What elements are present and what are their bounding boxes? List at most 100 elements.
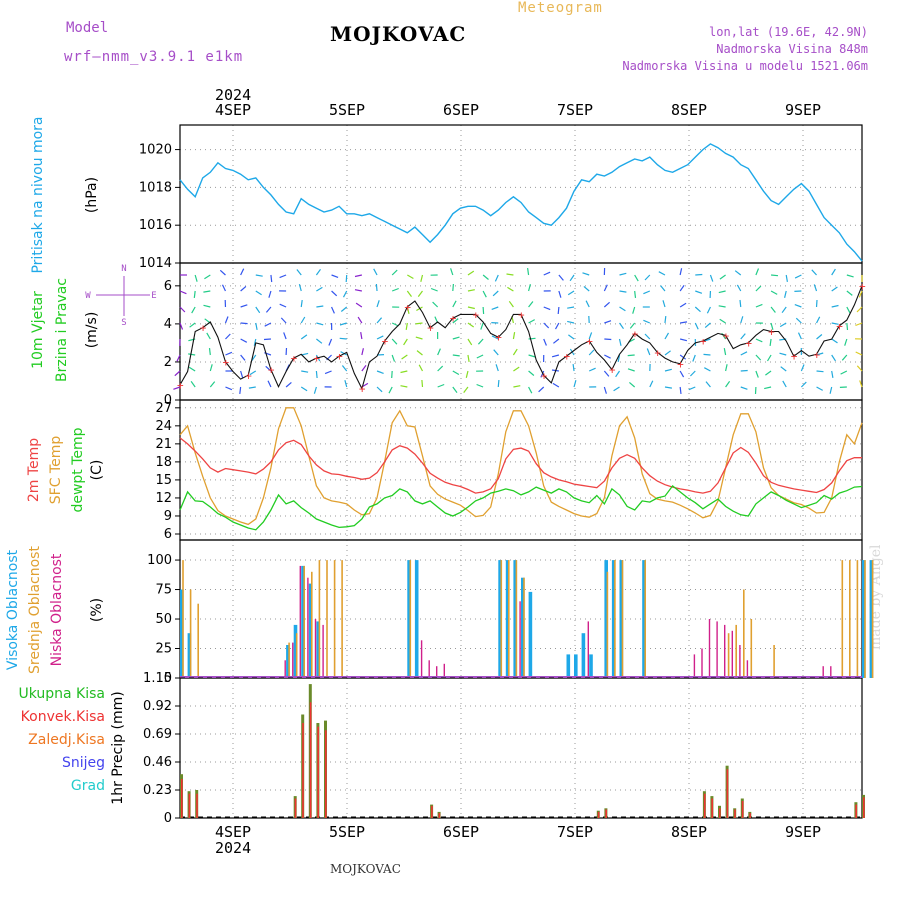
wind-arrow: [361, 348, 364, 356]
wind-arrow: [248, 386, 256, 389]
wind-arrow: [858, 290, 863, 298]
wind-arrow: [855, 322, 863, 327]
wind-gust-marker: +: [291, 352, 298, 365]
y-tick-label: 6: [164, 279, 172, 294]
wind-axis-subtitle: Brzina i Pravac: [54, 278, 70, 382]
panel-frame: [179, 677, 863, 819]
wind-arrow: [831, 354, 837, 362]
cloud-bar: [528, 591, 533, 678]
wind-arrow: [831, 304, 839, 308]
precip-conv-bar: [325, 730, 327, 818]
wind-arrow: [339, 322, 347, 326]
wind-arrow: [695, 290, 703, 294]
precip-conv-bar: [734, 809, 736, 818]
bottom-x-tick-label: 6SEP: [443, 823, 479, 841]
wind-arrow: [354, 289, 362, 292]
wind-arrow: [740, 351, 748, 356]
wind-arrow: [846, 274, 854, 278]
cloud-bar: [286, 645, 290, 678]
wind-arrow: [407, 274, 414, 280]
wind-arrow: [452, 300, 457, 308]
wind-arrow: [619, 290, 627, 293]
wind-arrow: [629, 381, 636, 388]
wind-gust-marker: +: [723, 329, 730, 342]
wind-arrow: [619, 272, 627, 276]
wind-arrow: [194, 274, 198, 282]
wind-arrow: [476, 354, 484, 359]
wind-arrow: [588, 349, 595, 356]
wind-arrow: [507, 286, 514, 292]
wind-arrow: [240, 338, 248, 343]
y-tick-label: 2: [164, 355, 172, 370]
wind-gust-marker: +: [859, 280, 866, 293]
cloud-bar: [871, 560, 874, 678]
wind-arrow: [719, 318, 726, 324]
wind-arrow: [679, 338, 688, 342]
wind-arrow: [316, 338, 323, 344]
wind-arrow: [203, 290, 211, 293]
wind-arrow: [779, 352, 787, 356]
wind-arrow: [300, 316, 306, 324]
wind-arrow: [816, 386, 823, 391]
wind-arrow: [841, 354, 848, 361]
wind-arrow: [494, 274, 499, 282]
wind-arrow: [342, 290, 348, 298]
wind-arrow: [417, 290, 423, 297]
wind-arrow: [527, 268, 530, 276]
wind-arrow: [452, 370, 460, 376]
wind-arrow: [316, 322, 324, 326]
model-name: wrf–nmm_v3.9.1 e1km: [64, 49, 244, 65]
y-tick-label: 0.69: [143, 727, 172, 742]
wind-arrow: [240, 370, 244, 378]
temp-axis-unit: (C): [89, 460, 105, 481]
wind-arrow: [190, 380, 196, 388]
wind-arrow: [543, 271, 551, 276]
cloud-bar: [566, 654, 571, 678]
y-tick-label: 25: [155, 642, 172, 657]
wind-arrow: [340, 351, 348, 356]
wind-arrow: [859, 380, 863, 388]
precip-conv-bar: [711, 798, 713, 818]
wind-arrow: [771, 274, 779, 277]
y-tick-label: 1016: [139, 218, 172, 233]
precip-conv-bar: [438, 813, 441, 818]
wind-arrow: [679, 284, 685, 292]
cloud-bar: [428, 660, 430, 678]
wind-arrow: [528, 354, 536, 358]
wind-gust-marker: +: [200, 322, 207, 335]
wind-arrow: [405, 322, 408, 330]
wind-arrow: [831, 286, 838, 292]
wind-arrow: [664, 386, 672, 389]
y-tick-label: 0.92: [143, 699, 172, 714]
wind-arrow: [467, 306, 475, 310]
wind-arrow: [208, 348, 211, 356]
wind-arrow: [493, 349, 499, 356]
wind-arrow: [780, 366, 787, 372]
wind-arrow: [552, 382, 560, 388]
cloud-bar: [420, 640, 423, 678]
wind-arrow: [739, 299, 742, 308]
wind-arrow: [543, 306, 551, 311]
cloud-bar: [301, 565, 305, 678]
precip-axis-unit: 1hr Precip (mm): [110, 691, 126, 804]
wind-arrow: [846, 290, 853, 296]
wind-arrow: [240, 322, 248, 325]
wind-arrow: [740, 369, 748, 372]
cloud-bar: [739, 645, 741, 678]
wind-arrow: [313, 386, 317, 394]
wind-gust-marker: +: [791, 350, 798, 363]
wind-arrow: [391, 287, 399, 292]
wind-arrow: [719, 274, 726, 280]
wind-arrow: [794, 274, 802, 279]
cloud-bar: [508, 560, 510, 678]
precip-conv-bar: [317, 726, 319, 818]
wind-arrow: [813, 284, 818, 292]
wind-arrow: [267, 380, 272, 388]
wind-arrow: [703, 338, 711, 342]
wind-arrow: [361, 364, 367, 372]
precip-conv-bar: [309, 702, 312, 818]
wind-arrow: [203, 304, 211, 308]
wind-arrow: [709, 274, 714, 282]
wind-arrow: [264, 322, 272, 327]
wind-arrow: [679, 302, 687, 308]
